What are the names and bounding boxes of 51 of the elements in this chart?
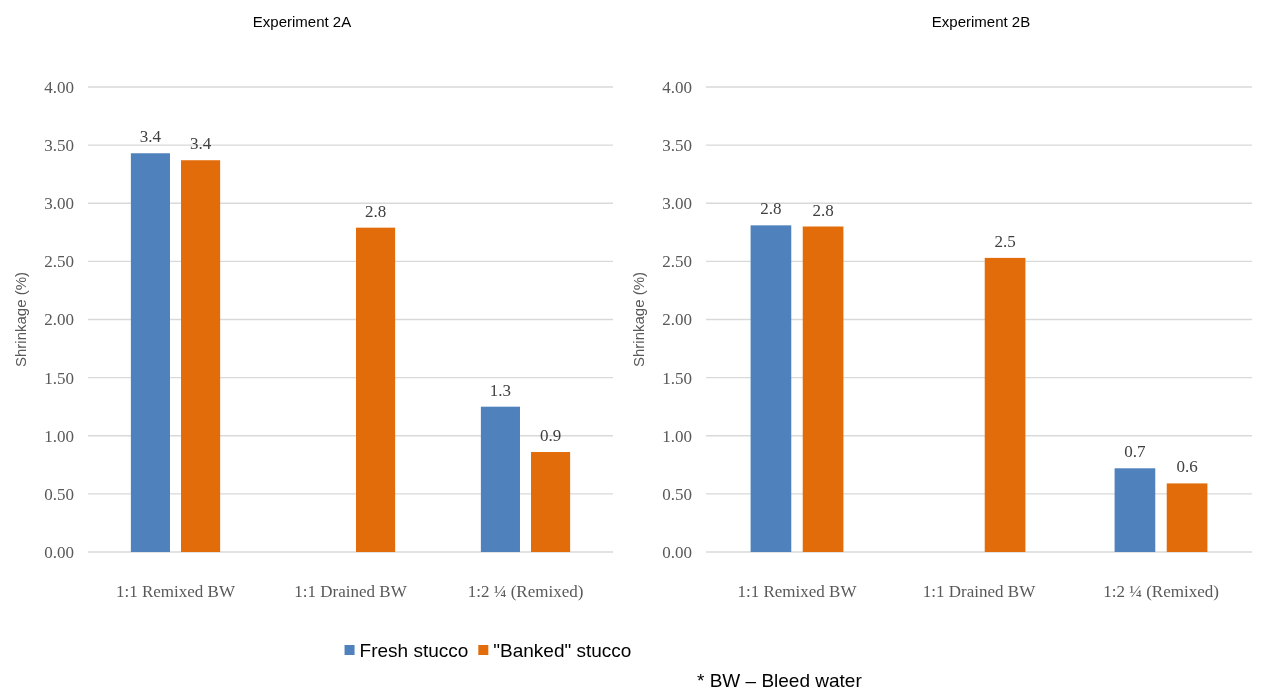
bar [802,226,844,552]
y-tick-label: 3.00 [44,194,74,214]
y-tick-label: 2.00 [44,310,74,330]
bar [181,160,221,552]
data-label: 3.4 [139,127,162,147]
y-tick-label: 2.00 [662,310,692,330]
legend-label: Fresh stucco [359,639,469,661]
y-tick-label: 0.50 [44,484,74,504]
y-tick-label: 4.00 [662,77,692,97]
bar [750,225,792,552]
bar [356,227,396,552]
y-tick-label: 3.50 [44,136,74,156]
bar [480,406,520,552]
y-tick-label: 3.00 [662,194,692,214]
y-tick-label: 2.50 [662,252,692,272]
data-label: 3.4 [189,134,212,154]
data-label: 0.7 [1124,442,1147,462]
text: * BW – Bleed water [697,670,863,691]
bar [984,257,1026,552]
chart-title: Experiment 2B [931,13,1031,30]
bar [531,452,571,552]
x-tick-label: 1:1 Drained BW [294,582,408,602]
y-tick-label: 4.00 [44,77,74,97]
x-tick-label: 1:1 Remixed BW [737,582,858,602]
data-label: 1.3 [489,380,512,400]
y-axis-title: Shrinkage (%) [11,271,29,368]
x-tick-label: 1:1 Remixed BW [116,582,236,602]
y-tick-label: 1.50 [44,368,74,388]
y-tick-label: 0.00 [44,542,74,562]
y-tick-label: 1.50 [662,368,692,388]
bar [1166,483,1208,552]
bar [130,153,170,552]
y-tick-label: 3.50 [662,136,692,156]
data-label: 2.8 [812,200,834,220]
legend-label: "Banked" stucco [493,639,632,661]
data-label: 2.8 [364,201,387,221]
data-label: 0.6 [1176,457,1198,477]
data-label: 2.5 [994,231,1016,251]
y-axis-title: Shrinkage (%) [629,271,647,368]
y-tick-label: 1.00 [662,426,692,446]
y-tick-label: 2.50 [44,252,74,272]
x-tick-label: 1:2 ¼ (Remixed) [1103,582,1219,602]
chart-title: Experiment 2A [252,13,352,30]
y-tick-label: 0.50 [662,484,692,504]
data-label: 2.8 [760,199,782,219]
y-tick-label: 0.00 [662,542,692,562]
x-tick-label: 1:1 Drained BW [922,582,1037,602]
y-tick-label: 1.00 [44,426,74,446]
bar [1114,468,1156,552]
x-tick-label: 1:2 ¼ (Remixed) [467,582,584,602]
data-label: 0.9 [539,426,562,446]
